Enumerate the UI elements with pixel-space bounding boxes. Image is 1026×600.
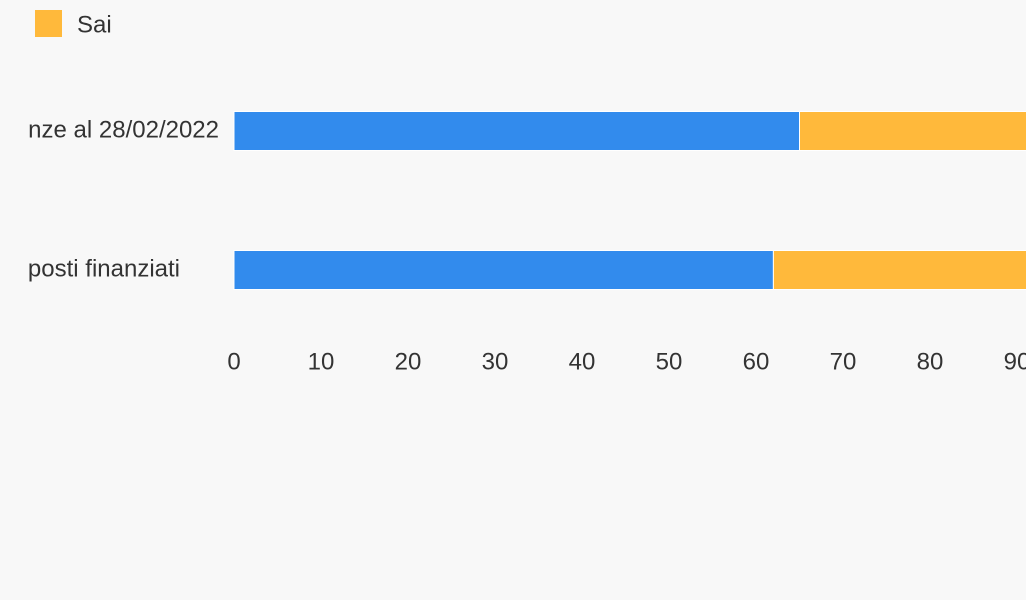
legend-label: Sai [77, 11, 112, 38]
x-tick-label: 60 [743, 348, 770, 375]
bar-segment [772, 250, 1026, 290]
x-tick-label: 10 [308, 348, 335, 375]
x-tick-label: 80 [917, 348, 944, 375]
x-tick-label: 30 [482, 348, 509, 375]
bar-segment [233, 250, 774, 290]
y-tick-label: posti finanziati [28, 255, 180, 282]
x-tick-label: 40 [569, 348, 596, 375]
x-tick-label: 90 [1004, 348, 1026, 375]
legend-swatch [35, 10, 62, 37]
x-tick-label: 70 [830, 348, 857, 375]
x-tick-label: 20 [395, 348, 422, 375]
y-tick-label: nze al 28/02/2022 [28, 116, 219, 143]
bar-segment [799, 111, 1026, 151]
x-tick-label: 50 [656, 348, 683, 375]
bar-segment [233, 111, 800, 151]
x-tick-label: 0 [227, 348, 240, 375]
